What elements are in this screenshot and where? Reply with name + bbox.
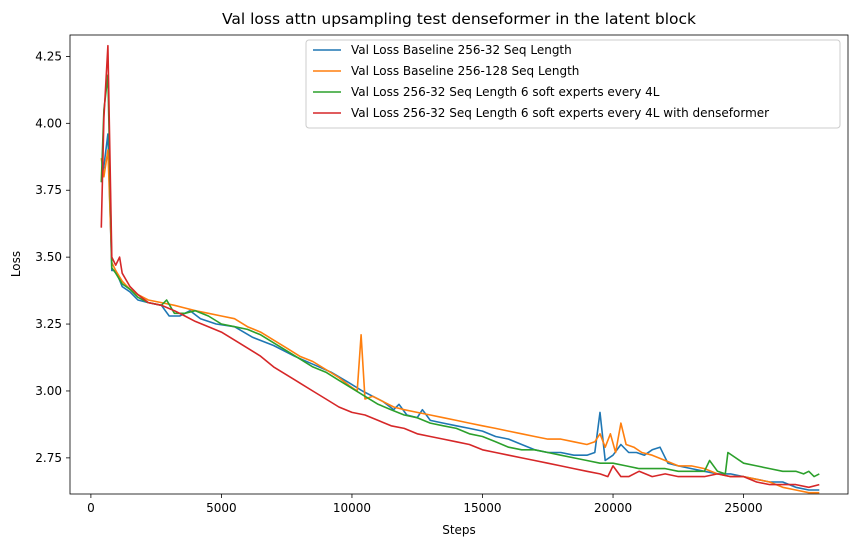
- legend-label-3: Val Loss 256-32 Seq Length 6 soft expert…: [351, 85, 660, 99]
- legend-label-1: Val Loss Baseline 256-32 Seq Length: [351, 43, 572, 57]
- x-tick-label: 5000: [206, 501, 237, 515]
- series-line-2: [100, 149, 820, 494]
- series-line-3: [100, 74, 820, 478]
- x-axis-title: Steps: [442, 523, 476, 537]
- plot-frame: [69, 34, 849, 495]
- y-axis: 2.75 3.00 3.25 3.50 3.75 4.00 4.25: [35, 49, 70, 465]
- y-tick-label: 3.25: [35, 317, 62, 331]
- y-tick-label: 4.00: [35, 116, 62, 130]
- y-tick-label: 3.00: [35, 384, 62, 398]
- chart-title: Val loss attn upsampling test denseforme…: [222, 10, 696, 28]
- series-line-4: [100, 44, 820, 489]
- legend-label-4: Val Loss 256-32 Seq Length 6 soft expert…: [351, 106, 769, 120]
- y-tick-label: 4.25: [35, 49, 62, 63]
- legend-label-2: Val Loss Baseline 256-128 Seq Length: [351, 64, 579, 78]
- legend: Val Loss Baseline 256-32 Seq Length Val L…: [305, 39, 841, 129]
- y-tick-label: 2.75: [35, 451, 62, 465]
- legend-box: [305, 39, 841, 129]
- x-tick-label: 20000: [594, 501, 632, 515]
- series-lines: [100, 44, 820, 494]
- y-tick-label: 3.75: [35, 183, 62, 197]
- x-axis: 0 5000 10000 15000 20000 25000: [87, 494, 763, 515]
- x-tick-label: 15000: [463, 501, 501, 515]
- x-tick-label: 10000: [333, 501, 371, 515]
- x-tick-label: 25000: [724, 501, 762, 515]
- x-tick-label: 0: [87, 501, 95, 515]
- y-axis-title: Loss: [9, 251, 23, 277]
- y-tick-label: 3.50: [35, 250, 62, 264]
